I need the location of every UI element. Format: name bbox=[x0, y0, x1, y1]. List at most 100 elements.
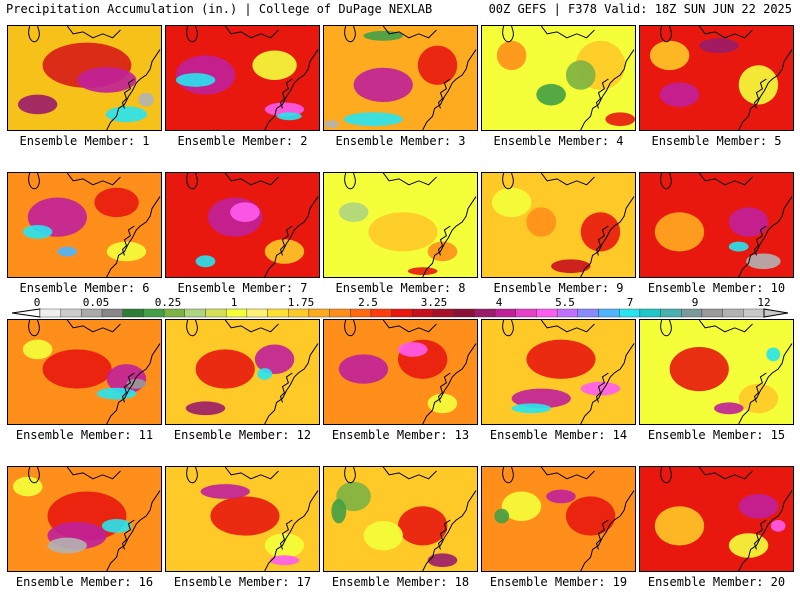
color-legend bbox=[11, 308, 789, 318]
precip-field bbox=[502, 320, 635, 424]
ensemble-member-map bbox=[323, 172, 478, 278]
legend-tick-label: 0.25 bbox=[154, 296, 182, 309]
legend-swatch bbox=[122, 308, 144, 318]
precip-field bbox=[338, 320, 477, 424]
coastline bbox=[540, 173, 595, 186]
coastline bbox=[540, 320, 595, 333]
ensemble-member-map bbox=[323, 25, 478, 131]
coastline bbox=[738, 49, 793, 130]
precip-area bbox=[17, 94, 58, 115]
precip-area bbox=[47, 537, 87, 554]
ensemble-member-map bbox=[7, 319, 162, 425]
legend-swatch bbox=[474, 308, 496, 318]
precip-area bbox=[175, 73, 216, 87]
legend-swatch bbox=[267, 308, 289, 318]
precip-field bbox=[654, 467, 793, 571]
legend-tick-label: 1 bbox=[230, 296, 238, 309]
coastline bbox=[224, 173, 279, 186]
precip-area bbox=[363, 520, 403, 551]
legend-tick-label: 7 bbox=[626, 296, 634, 309]
precip-area bbox=[257, 368, 273, 380]
coastline bbox=[753, 78, 767, 109]
coastline bbox=[106, 196, 161, 277]
precip-field bbox=[494, 467, 635, 571]
ensemble-member-caption: Ensemble Member: 17 bbox=[173, 575, 312, 589]
legend-swatch bbox=[329, 308, 351, 318]
lake-outline bbox=[502, 173, 514, 190]
lake-outline bbox=[502, 26, 514, 43]
coastline bbox=[698, 320, 753, 333]
ensemble-member-map bbox=[165, 172, 320, 278]
precip-area bbox=[138, 92, 155, 107]
precip-area bbox=[427, 553, 458, 568]
precip-area bbox=[94, 187, 139, 218]
legend-swatch bbox=[660, 308, 682, 318]
ensemble-member-map bbox=[639, 319, 794, 425]
legend-swatch bbox=[494, 308, 516, 318]
legend-swatch bbox=[391, 308, 413, 318]
precip-area bbox=[277, 112, 302, 121]
precip-field bbox=[654, 173, 793, 277]
coastline bbox=[264, 196, 319, 277]
ensemble-member-caption: Ensemble Member: 20 bbox=[647, 575, 786, 589]
ensemble-member-map bbox=[481, 172, 636, 278]
legend-swatch bbox=[515, 308, 537, 318]
precip-area bbox=[669, 346, 729, 392]
legend-swatch bbox=[163, 308, 186, 318]
legend-swatch bbox=[619, 308, 641, 318]
legend-swatch bbox=[412, 308, 434, 318]
lake-outline bbox=[186, 467, 198, 484]
ensemble-member-caption: Ensemble Member: 4 bbox=[493, 134, 624, 148]
ensemble-member-map bbox=[639, 466, 794, 572]
ensemble-member-map bbox=[481, 466, 636, 572]
ensemble-member-caption: Ensemble Member: 15 bbox=[647, 428, 786, 442]
coastline bbox=[753, 225, 767, 256]
ensemble-member-map bbox=[7, 25, 162, 131]
precip-area bbox=[269, 555, 300, 566]
precip-area bbox=[407, 267, 438, 276]
precip-area bbox=[427, 241, 458, 262]
ensemble-member-map bbox=[165, 466, 320, 572]
lake-outline bbox=[660, 320, 672, 337]
coastline bbox=[753, 372, 767, 403]
precip-area bbox=[746, 253, 781, 270]
ensemble-member-caption: Ensemble Member: 11 bbox=[15, 428, 154, 442]
precip-area bbox=[264, 533, 305, 558]
precip-area bbox=[699, 38, 739, 53]
precip-area bbox=[12, 476, 43, 497]
legend-tick-label: 9 bbox=[691, 296, 699, 309]
precip-area bbox=[659, 82, 700, 107]
coastline bbox=[753, 519, 767, 550]
precip-area bbox=[210, 496, 280, 536]
ensemble-member-caption: Ensemble Member: 6 bbox=[19, 281, 150, 295]
precip-field bbox=[186, 173, 319, 277]
coastline bbox=[580, 343, 635, 424]
precip-area bbox=[728, 533, 769, 558]
ensemble-member-caption: Ensemble Member: 10 bbox=[647, 281, 786, 295]
legend-tick-label: 12 bbox=[757, 296, 771, 309]
precip-field bbox=[186, 467, 319, 571]
coastline bbox=[121, 225, 135, 256]
coastline bbox=[264, 49, 319, 130]
precip-field bbox=[17, 26, 161, 130]
precip-field bbox=[12, 467, 161, 571]
legend-swatch bbox=[681, 308, 703, 318]
precip-area bbox=[22, 339, 53, 360]
precip-field bbox=[22, 320, 161, 424]
precip-area bbox=[353, 67, 413, 103]
coastline bbox=[698, 26, 753, 39]
coastline bbox=[382, 26, 437, 39]
legend-swatch bbox=[143, 308, 165, 318]
lake-outline bbox=[660, 26, 672, 43]
precip-area bbox=[195, 255, 216, 268]
precip-area bbox=[714, 402, 744, 415]
legend-swatch bbox=[598, 308, 620, 318]
precip-area bbox=[654, 506, 705, 546]
precip-area bbox=[338, 354, 389, 384]
legend-swatch bbox=[101, 308, 123, 318]
coastline bbox=[595, 78, 609, 109]
legend-swatch bbox=[722, 308, 744, 318]
lake-outline bbox=[344, 173, 356, 190]
precip-area bbox=[106, 241, 147, 262]
precip-area bbox=[230, 202, 260, 223]
